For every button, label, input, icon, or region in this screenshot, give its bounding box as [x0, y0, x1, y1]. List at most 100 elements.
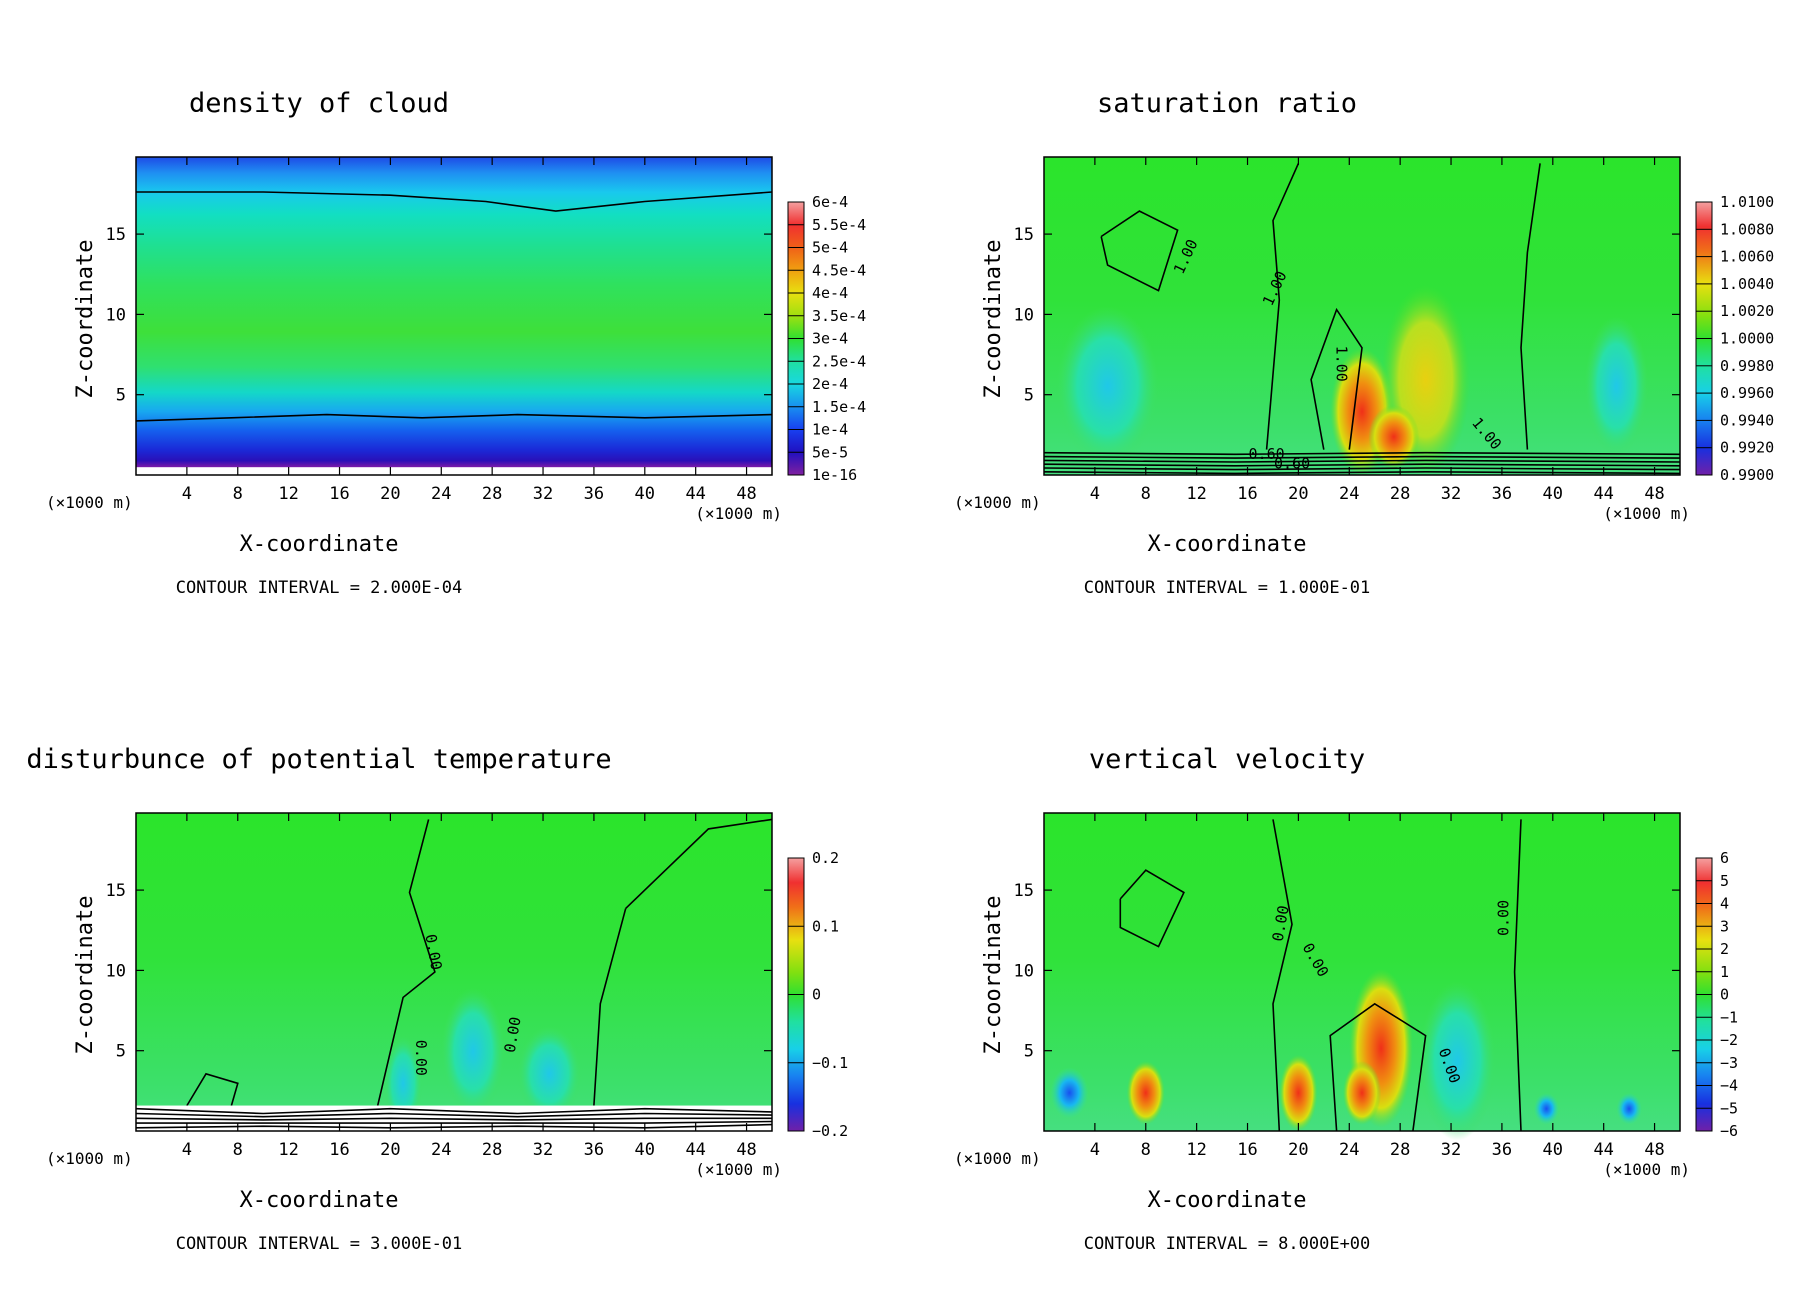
colorbar-label: 2	[1720, 940, 1729, 958]
x-tick-label: 12	[278, 484, 298, 504]
contour-line	[1100, 210, 1179, 292]
x-tick-label: 28	[482, 1140, 502, 1160]
field-patch	[1533, 1092, 1560, 1125]
contour-line	[135, 1107, 773, 1115]
contour-interval-note: CONTOUR INTERVAL = 3.000E-01	[176, 1234, 463, 1254]
colorbar-label: 1.0100	[1720, 193, 1774, 211]
colorbar-label: 0	[812, 986, 821, 1004]
contour-label: 0.00	[501, 1015, 525, 1054]
contour-line	[135, 1112, 773, 1118]
colorbar-label: −5	[1720, 1099, 1738, 1117]
x-unit-right: (×1000 m)	[1603, 504, 1690, 523]
y-tick-label: 5	[1024, 1042, 1034, 1062]
contour-line	[625, 818, 773, 909]
x-tick-label: 4	[1090, 484, 1100, 504]
colorbar-label: 2e-4	[812, 375, 848, 393]
x-tick-label: 36	[584, 484, 604, 504]
x-tick-label: 28	[1390, 1140, 1410, 1160]
colorbar-label: 3e-4	[812, 330, 848, 348]
x-tick-label: 24	[1339, 484, 1359, 504]
field-patch	[1126, 1061, 1165, 1125]
x-tick-label: 20	[1288, 484, 1308, 504]
colorbar-label: 3	[1720, 917, 1729, 935]
contour-line	[1329, 1002, 1427, 1132]
x-axis-label: X-coordinate	[240, 1188, 399, 1213]
x-tick-label: 20	[380, 484, 400, 504]
x-tick-label: 32	[1441, 1140, 1461, 1160]
colorbar-label: 5e-4	[812, 239, 848, 257]
x-tick-label: 44	[685, 484, 705, 504]
colorbar-label: 3.5e-4	[812, 307, 866, 325]
x-tick-label: 44	[1593, 1140, 1613, 1160]
x-tick-label: 4	[182, 484, 192, 504]
colorbar-label: −0.2	[812, 1122, 848, 1140]
contour-label: 0.60	[1274, 455, 1310, 473]
y-axis-label: Z-coordinate	[981, 896, 1006, 1055]
field-patch	[1050, 1067, 1089, 1119]
colorbar-label: 0.9940	[1720, 411, 1774, 429]
contour-label: 1.00	[1333, 346, 1351, 382]
y-tick-label: 10	[1014, 305, 1034, 325]
y-tick-label: 15	[1014, 881, 1034, 901]
y-axis-label: Z-coordinate	[73, 240, 98, 399]
colorbar-label: 1.0020	[1720, 302, 1774, 320]
x-tick-label: 28	[1390, 484, 1410, 504]
colorbar-label: 0.9960	[1720, 384, 1774, 402]
contour-label: 0.60	[1249, 445, 1285, 463]
x-tick-label: 40	[635, 1140, 655, 1160]
x-tick-label: 40	[1543, 484, 1563, 504]
x-tick-label: 12	[1186, 484, 1206, 504]
x-unit-left: (×1000 m)	[954, 493, 1041, 512]
plot-frame	[1043, 812, 1681, 1132]
x-tick-label: 36	[1492, 484, 1512, 504]
contour-line	[1310, 307, 1363, 450]
x-tick-label: 48	[1644, 484, 1664, 504]
x-unit-left: (×1000 m)	[46, 1149, 133, 1168]
x-unit-right: (×1000 m)	[1603, 1160, 1690, 1179]
x-tick-label: 20	[380, 1140, 400, 1160]
colorbar-label: 4e-4	[812, 284, 848, 302]
contour-line	[376, 819, 436, 1106]
x-unit-right: (×1000 m)	[695, 1160, 782, 1179]
x-tick-label: 32	[533, 1140, 553, 1160]
contour-line	[1513, 819, 1522, 1132]
colorbar-label: 5.5e-4	[812, 216, 866, 234]
field-image	[136, 157, 772, 475]
x-tick-label: 36	[1492, 1140, 1512, 1160]
colorbar-label: 4	[1720, 895, 1729, 913]
contour-label: 0.00	[412, 1040, 430, 1076]
y-axis-label: Z-coordinate	[981, 240, 1006, 399]
colorbar-label: 6e-4	[812, 193, 848, 211]
colorbar-label: −4	[1720, 1077, 1738, 1095]
x-axis-label: X-coordinate	[240, 532, 399, 557]
colorbar-label: 1.0040	[1720, 275, 1774, 293]
x-tick-label: 16	[329, 1140, 349, 1160]
colorbar-label: 1	[1720, 963, 1729, 981]
x-tick-label: 16	[1237, 1140, 1257, 1160]
colorbar-label: 0.9980	[1720, 357, 1774, 375]
x-tick-label: 16	[1237, 484, 1257, 504]
x-tick-label: 44	[685, 1140, 705, 1160]
field-patch	[441, 987, 505, 1116]
x-tick-label: 8	[233, 1140, 243, 1160]
colorbar-label: 0.1	[812, 917, 839, 935]
x-tick-label: 48	[736, 484, 756, 504]
x-tick-label: 48	[736, 1140, 756, 1160]
y-tick-label: 5	[1024, 386, 1034, 406]
field-patch	[1584, 316, 1649, 456]
field-patch	[1342, 1061, 1382, 1125]
plot-frame	[1043, 156, 1681, 476]
contour-interval-note: CONTOUR INTERVAL = 1.000E-01	[1084, 578, 1371, 598]
x-unit-left: (×1000 m)	[46, 493, 133, 512]
contour-line	[1043, 459, 1681, 463]
contour-line	[135, 1123, 773, 1129]
x-tick-label: 28	[482, 484, 502, 504]
colorbar-label: 1.0000	[1720, 330, 1774, 348]
field-patch	[1279, 1054, 1318, 1131]
y-tick-label: 10	[106, 961, 126, 981]
contour-line	[1520, 163, 1541, 450]
